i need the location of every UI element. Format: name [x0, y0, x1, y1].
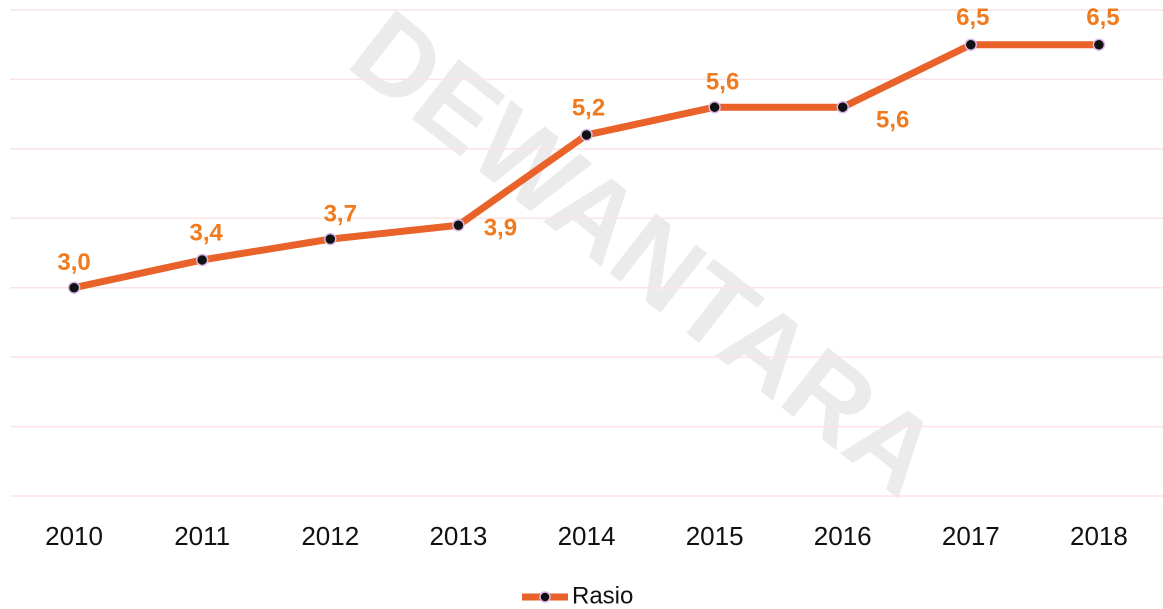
marker: [964, 38, 978, 51]
x-tick-label: 2010: [45, 521, 103, 551]
x-tick-label: 2017: [942, 521, 1000, 551]
x-tick-label: 2018: [1070, 521, 1128, 551]
data-label: 3,7: [324, 200, 357, 227]
legend-marker: [539, 591, 551, 603]
x-tick-label: 2014: [558, 521, 616, 551]
marker: [708, 100, 721, 114]
data-label: 6,5: [1086, 4, 1119, 31]
marker: [67, 281, 81, 294]
x-tick-label: 2012: [301, 521, 359, 551]
data-label: 6,5: [956, 4, 989, 31]
data-label: 5,6: [706, 69, 739, 96]
marker: [452, 218, 465, 232]
marker: [836, 100, 849, 114]
marker: [1092, 38, 1106, 51]
x-tick-label: 2015: [686, 521, 744, 551]
marker: [195, 253, 209, 267]
x-tick-label: 2013: [429, 521, 487, 551]
data-label: 5,6: [876, 107, 909, 134]
data-label: 5,2: [572, 94, 605, 121]
data-label: 3,0: [57, 249, 90, 276]
watermark: DEWANTARA: [329, 0, 962, 519]
x-tick-label: 2016: [814, 521, 872, 551]
legend-label: Rasio: [572, 582, 633, 609]
data-label: 3,4: [189, 219, 223, 246]
x-tick-label: 2011: [174, 521, 230, 551]
data-label: 3,9: [484, 215, 517, 242]
marker: [580, 128, 593, 142]
marker: [324, 232, 337, 246]
